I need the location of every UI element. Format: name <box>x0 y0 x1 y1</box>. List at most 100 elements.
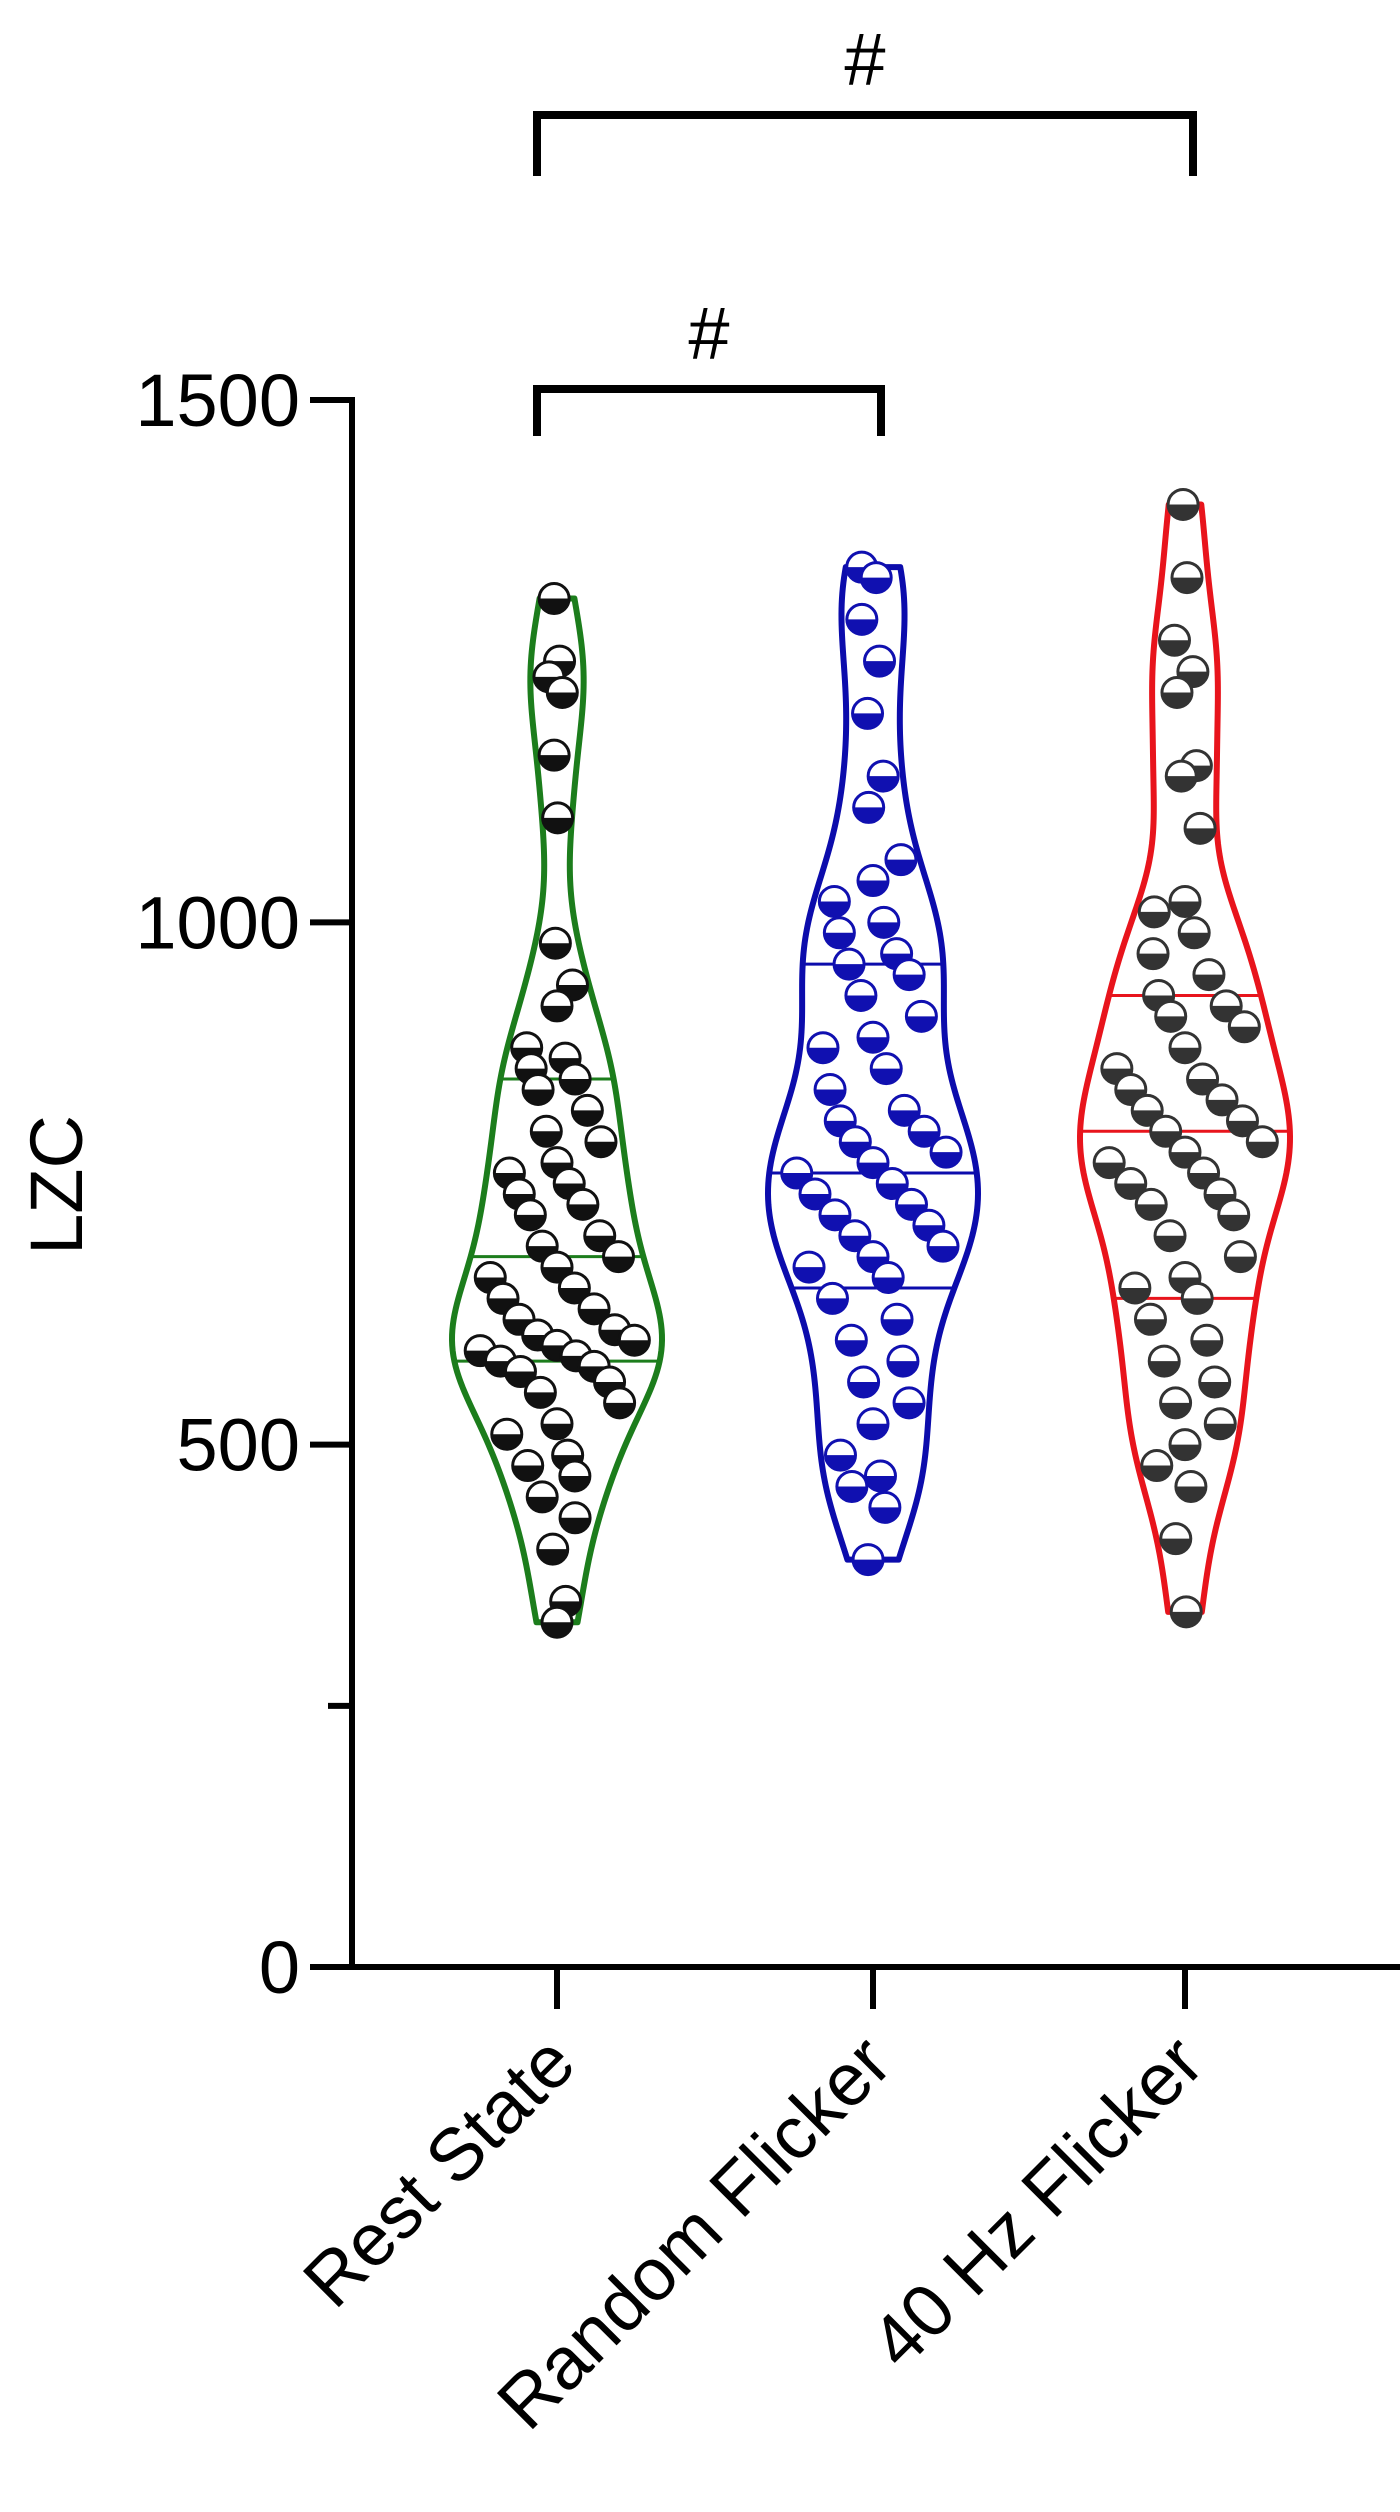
data-point <box>845 602 879 636</box>
marker-fill <box>848 1381 879 1397</box>
data-point <box>798 1177 832 1211</box>
data-point <box>884 843 918 877</box>
y-tick-label: 1500 <box>135 359 300 442</box>
data-point <box>529 1114 563 1148</box>
marker-fill <box>846 619 877 635</box>
data-point <box>929 1135 963 1169</box>
y-axis-label: LZC <box>15 1115 98 1255</box>
data-point <box>1227 1010 1261 1044</box>
marker-fill <box>1119 1287 1150 1303</box>
marker-fill <box>1160 1538 1191 1554</box>
data-point <box>817 884 851 918</box>
data-point <box>1177 916 1211 950</box>
marker-fill <box>865 1476 896 1492</box>
marker-fill <box>527 1496 558 1512</box>
data-point <box>577 1292 611 1326</box>
marker-fill <box>540 943 571 959</box>
marker-fill <box>572 1110 603 1126</box>
marker-fill <box>1175 1486 1206 1502</box>
marker-fill <box>1191 1340 1222 1356</box>
marker-fill <box>927 1246 958 1262</box>
data-point <box>617 1323 651 1357</box>
data-point <box>566 1187 600 1221</box>
marker-fill <box>807 1047 838 1063</box>
marker-fill <box>1199 1381 1230 1397</box>
marker-fill <box>525 1392 556 1408</box>
marker-fill <box>1182 1298 1213 1314</box>
data-point <box>540 1605 574 1639</box>
data-point <box>1198 1365 1232 1399</box>
significance-bracket <box>533 111 1197 176</box>
marker-fill <box>1193 974 1224 990</box>
data-point <box>1168 1031 1202 1065</box>
marker-fill <box>825 1455 856 1471</box>
marker-fill <box>539 755 570 771</box>
data-point <box>880 1302 914 1336</box>
marker-fill <box>909 1131 940 1147</box>
marker-fill <box>512 1465 543 1481</box>
data-point <box>851 696 885 730</box>
data-point <box>859 561 893 595</box>
marker-fill <box>834 964 865 980</box>
data-point <box>1169 1595 1203 1629</box>
data-point <box>907 1114 941 1148</box>
data-point <box>1168 1428 1202 1462</box>
data-point <box>869 1052 903 1086</box>
marker-fill <box>868 776 899 792</box>
data-point <box>1168 1135 1202 1169</box>
data-point <box>847 1365 881 1399</box>
data-point <box>806 1031 840 1065</box>
data-point <box>822 916 856 950</box>
marker-fill <box>619 1340 650 1356</box>
data-point <box>1209 989 1243 1023</box>
marker-fill <box>559 1476 590 1492</box>
data-point <box>555 968 589 1002</box>
data-point <box>834 1323 868 1357</box>
data-point <box>886 1344 920 1378</box>
marker-fill <box>1136 1204 1167 1220</box>
data-point <box>538 926 572 960</box>
data-point <box>1159 1386 1193 1420</box>
marker-fill <box>604 1402 635 1418</box>
marker-fill <box>1155 1235 1186 1251</box>
marker-fill <box>1160 1402 1191 1418</box>
data-point <box>1180 1281 1214 1315</box>
marker-fill <box>894 974 925 990</box>
data-point <box>892 958 926 992</box>
data-point <box>558 1501 592 1535</box>
marker-fill <box>794 1267 825 1283</box>
data-point <box>537 738 571 772</box>
marker-fill <box>836 1340 867 1356</box>
data-point <box>867 905 901 939</box>
data-point <box>540 989 574 1023</box>
data-point <box>1168 884 1202 918</box>
y-tick-label: 1000 <box>135 881 300 964</box>
data-point <box>603 1386 637 1420</box>
marker-fill <box>1139 911 1170 927</box>
marker-fill <box>858 1423 888 1439</box>
data-point <box>815 1281 849 1315</box>
marker-fill <box>817 1298 848 1314</box>
data-point <box>1147 1344 1181 1378</box>
marker-fill <box>1247 1141 1278 1157</box>
data-point <box>856 1407 890 1441</box>
data-point <box>835 1469 869 1503</box>
marker-fill <box>853 807 884 823</box>
x-tick-label: 40 Hz Flicker <box>854 2020 1218 2384</box>
data-point <box>1190 1323 1224 1357</box>
marker-fill <box>869 1507 900 1523</box>
marker-fill <box>887 1361 918 1377</box>
marker-fill <box>537 1549 568 1565</box>
data-point <box>892 1386 926 1420</box>
data-point <box>866 759 900 793</box>
marker-fill <box>1161 692 1192 708</box>
significance-label: # <box>844 18 885 101</box>
marker-fill <box>885 859 916 875</box>
data-point <box>1164 759 1198 793</box>
marker-fill <box>515 1214 546 1230</box>
data-point <box>1174 1469 1208 1503</box>
marker-fill <box>560 1517 591 1533</box>
data-point <box>558 1459 592 1493</box>
data-point <box>1153 1219 1187 1253</box>
data-point <box>1170 561 1204 595</box>
